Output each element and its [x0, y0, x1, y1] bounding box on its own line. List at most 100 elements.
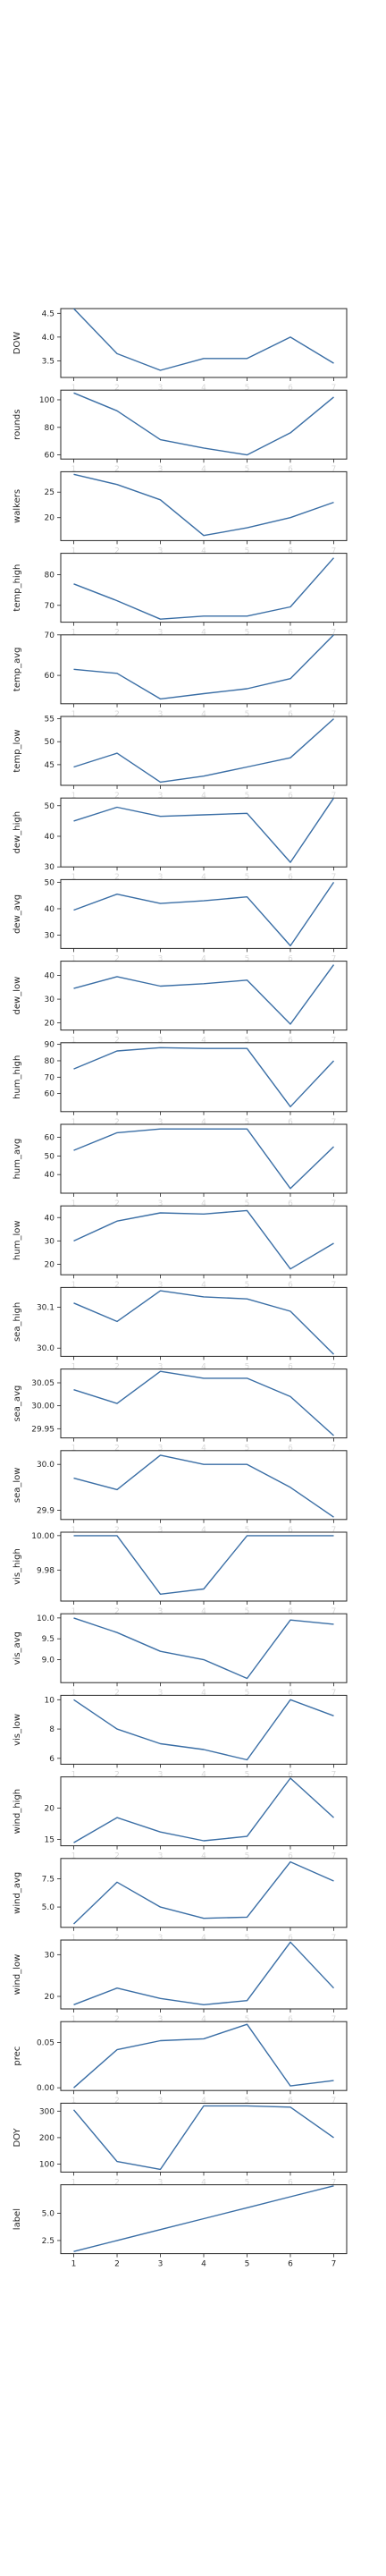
series-line: [73, 1454, 334, 1518]
x-tick-label: 7: [331, 1770, 337, 1779]
x-tick-label: 1: [71, 1281, 77, 1290]
y-tick-label: 60: [45, 1090, 55, 1099]
x-tick-label: 1: [71, 384, 77, 393]
x-tick-label: 1: [71, 547, 77, 555]
x-tick-label: 7: [331, 629, 337, 638]
x-tick-label: 1: [71, 1118, 77, 1127]
axes-frame: [60, 1042, 348, 1113]
x-tick-label: 7: [331, 2178, 337, 2187]
subplot-vis_avg: 1 2 3 4 5 6 7 9.0 9.5 10.0 vis_avg: [13, 1613, 348, 1698]
subplot-hum_avg: 1 2 3 4 5 6 7 40 50 60 hum_avg: [13, 1123, 348, 1208]
y-axis-label: temp_high: [13, 564, 22, 612]
axes-frame: [60, 553, 348, 623]
series-line: [73, 1699, 334, 1761]
y-tick-label: 70: [45, 631, 55, 640]
x-tick-label: 7: [331, 1037, 337, 1046]
y-axis-label: dew_avg: [13, 894, 22, 934]
y-tick-label: 29.9: [37, 1507, 55, 1516]
subplot-prec: 1 2 3 4 5 6 7 0.00 0.05 prec: [13, 2021, 348, 2106]
x-tick-label: 3: [158, 954, 164, 963]
x-tick-label: 2: [114, 1526, 120, 1535]
y-tick-label: 29.95: [31, 1425, 55, 1434]
x-tick-label: 7: [331, 1852, 337, 1861]
x-tick-label: 1: [71, 2015, 77, 2024]
x-tick-label: 6: [288, 2015, 293, 2024]
x-tick-label: 6: [288, 384, 293, 393]
x-tick-label: 1: [71, 2097, 77, 2106]
x-tick-label: 7: [331, 1607, 337, 1616]
x-tick-label: 1: [71, 465, 77, 474]
x-tick-label: 3: [158, 2015, 164, 2024]
x-tick-label: 7: [331, 1118, 337, 1127]
subplot-sea_low: 1 2 3 4 5 6 7 29.9 30.0 sea_low: [13, 1450, 348, 1535]
x-tick-label: 4: [201, 2178, 206, 2187]
x-tick-label: 5: [245, 954, 250, 963]
x-tick-label: 5: [245, 1118, 250, 1127]
subplot-vis_high: 1 2 3 4 5 6 7 9.98 10.00 vis_high: [13, 1531, 348, 1616]
axes-frame: [60, 1368, 348, 1439]
axes-frame: [60, 2021, 348, 2091]
x-tick-label: 5: [245, 1362, 250, 1371]
series-line: [73, 1860, 334, 1925]
series-line: [73, 2185, 334, 2252]
y-tick-label: 200: [39, 2134, 55, 2143]
x-tick-label: 6: [288, 465, 293, 474]
x-tick-label: 2: [114, 1362, 120, 1371]
y-axis-label: vis_high: [13, 1548, 22, 1585]
subplot-wind_high: 1 2 3 4 5 6 7 15 20 wind_high: [13, 1776, 348, 1861]
x-tick-label: 6: [288, 1526, 293, 1535]
series-line: [73, 1777, 334, 1843]
x-tick-label: 7: [331, 954, 337, 963]
y-axis-label: wind_low: [13, 1954, 22, 1996]
y-axis-label: walkers: [13, 489, 22, 523]
axes-frame: [60, 308, 348, 378]
x-tick-label: 5: [245, 465, 250, 474]
series-line: [73, 1535, 334, 1596]
y-tick-label: 100: [39, 2161, 55, 2170]
x-tick-label: 3: [158, 1770, 164, 1779]
x-tick-label: 7: [331, 1281, 337, 1290]
x-tick-label: 5: [245, 792, 250, 801]
y-tick-label: 9.98: [37, 1566, 55, 1575]
y-tick-label: 7.5: [42, 1876, 55, 1885]
y-tick-label: 50: [45, 1152, 55, 1161]
series-line: [73, 392, 334, 456]
x-tick-label: 4: [201, 1526, 206, 1535]
axes-frame: [60, 961, 348, 1031]
axes-frame: [60, 1776, 348, 1847]
y-tick-label: 30: [45, 996, 55, 1004]
x-tick-label: 1: [71, 1852, 77, 1861]
series-line: [73, 473, 334, 537]
x-tick-label: 3: [158, 1281, 164, 1290]
x-tick-label: 5: [245, 1770, 250, 1779]
y-tick-label: 80: [45, 572, 55, 580]
x-tick-label: 7: [331, 1526, 337, 1535]
subplot-sea_high: 1 2 3 4 5 6 7 30.0 30.1 sea_high: [13, 1286, 348, 1371]
x-tick-label: 6: [288, 1934, 293, 1943]
x-tick-label: 7: [331, 1362, 337, 1371]
x-tick-label: 1: [71, 1607, 77, 1616]
y-axis-label: dew_low: [13, 977, 22, 1015]
x-tick-label: 4: [201, 2015, 206, 2024]
x-tick-label: 3: [158, 2260, 164, 2269]
series-line: [73, 1046, 335, 1108]
x-tick-label: 6: [288, 1281, 293, 1290]
x-tick-label: 7: [331, 2260, 337, 2269]
x-tick-label: 7: [331, 1689, 337, 1698]
y-axis-label: hum_avg: [13, 1139, 22, 1180]
y-tick-label: 20: [45, 1993, 55, 2002]
x-tick-label: 6: [288, 2178, 293, 2187]
axes-frame: [60, 1205, 348, 1275]
x-tick-label: 4: [201, 547, 206, 555]
x-tick-label: 4: [201, 792, 206, 801]
x-tick-label: 3: [158, 2178, 164, 2187]
y-tick-label: 2.5: [42, 2237, 55, 2246]
x-tick-label: 3: [158, 1934, 164, 1943]
y-tick-label: 8: [49, 1725, 55, 1734]
y-tick-label: 45: [45, 761, 55, 770]
y-tick-label: 0.00: [37, 2084, 55, 2093]
x-tick-label: 7: [331, 547, 337, 555]
y-tick-label: 80: [45, 1057, 55, 1066]
x-tick-label: 2: [114, 954, 120, 963]
